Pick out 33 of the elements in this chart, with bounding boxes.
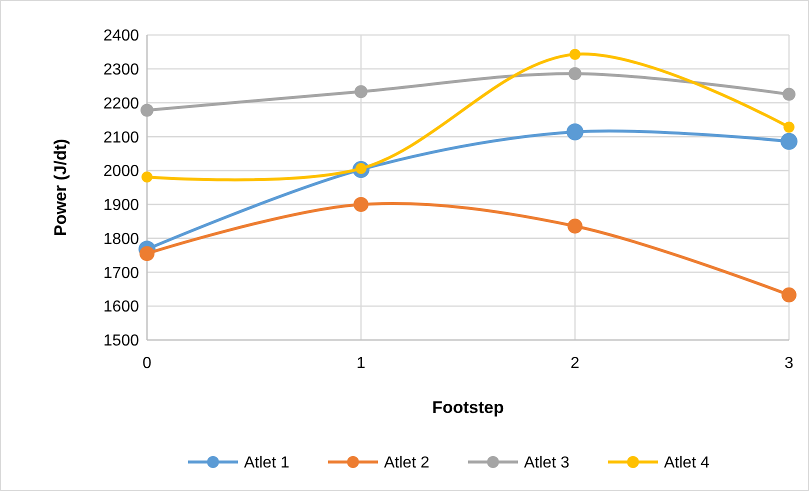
y-axis-title: Power (J/dt)	[51, 138, 70, 236]
point	[140, 246, 154, 262]
legend-label: Atlet 3	[524, 454, 570, 472]
y-tick-label: 1500	[103, 332, 140, 350]
point	[566, 123, 584, 140]
y-tick-label: 2200	[103, 95, 140, 112]
point	[354, 85, 368, 98]
y-tick-label: 2000	[103, 163, 140, 180]
x-tick-label: 0	[142, 355, 152, 372]
x-tick-label: 1	[356, 355, 366, 372]
legend-label: Atlet 1	[244, 454, 290, 472]
point	[784, 122, 794, 133]
legend-label: Atlet 2	[384, 454, 430, 472]
point	[570, 48, 580, 60]
y-tick-label: 2300	[103, 61, 140, 78]
point	[568, 218, 582, 234]
legend-label: Atlet 4	[664, 454, 710, 472]
x-tick-label: 3	[784, 355, 794, 372]
y-tick-label: 1900	[103, 197, 140, 214]
point	[354, 196, 368, 212]
point	[568, 67, 582, 80]
point	[780, 132, 798, 150]
point	[782, 88, 796, 101]
y-tick-label: 1800	[103, 230, 140, 248]
point	[140, 104, 154, 117]
point	[782, 287, 796, 302]
x-axis-title: Footstep	[432, 398, 504, 417]
y-tick-label: 2100	[103, 129, 140, 146]
x-tick-label: 2	[570, 355, 580, 372]
y-tick-label: 1600	[103, 298, 140, 316]
point	[142, 171, 152, 182]
y-tick-label: 1700	[103, 264, 140, 282]
y-tick-label: 2400	[103, 28, 140, 45]
